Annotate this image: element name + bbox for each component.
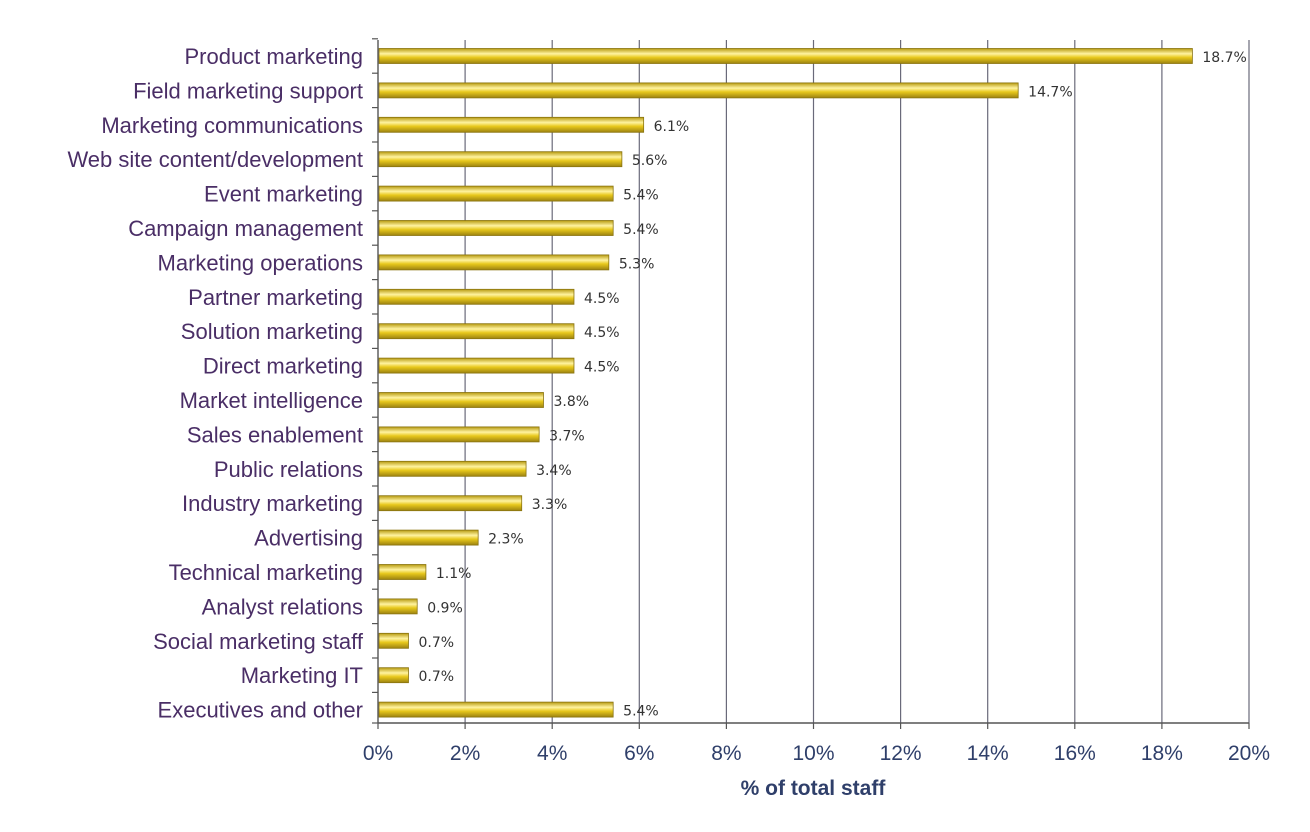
x-tick-label: 12% [880,742,922,765]
bar [378,48,1193,64]
value-label: 5.4% [623,188,659,204]
category-label: Solution marketing [181,319,363,344]
category-label: Industry marketing [182,491,363,516]
bar [378,288,575,305]
bar [378,529,479,546]
value-label: 2.3% [488,532,524,548]
value-label: 4.5% [584,291,620,307]
category-label: Event marketing [204,182,363,207]
bar [378,701,614,718]
category-label: Analyst relations [202,594,363,619]
category-label: Product marketing [184,44,363,69]
x-tick-label: 0% [363,742,393,765]
category-label: Executives and other [158,698,363,723]
value-label: 3.4% [536,463,572,479]
value-label: 0.7% [418,669,454,685]
value-label: 4.5% [584,360,620,376]
value-label: 18.7% [1202,50,1246,66]
value-label: 5.3% [619,256,655,272]
category-label: Marketing IT [241,663,363,688]
value-label: 4.5% [584,325,620,341]
value-label: 3.3% [532,497,568,513]
bar [378,151,623,168]
value-label: 3.8% [553,394,589,410]
category-label: Market intelligence [180,388,363,413]
x-tick-label: 14% [967,742,1009,765]
x-tick-label: 20% [1228,742,1270,765]
category-label: Web site content/development [67,147,363,172]
value-label: 5.4% [623,222,659,238]
bar [378,82,1019,99]
bar [378,667,409,684]
x-tick-label: 8% [711,742,741,765]
category-label: Marketing operations [158,250,363,275]
category-label: Field marketing support [133,78,363,103]
bar [378,254,610,271]
value-label: 5.4% [623,704,659,720]
category-label: Technical marketing [169,560,363,585]
category-label: Campaign management [128,216,363,241]
labels: 0% 2% 4% 6% 8% 10% 12% 14% 16% 18% 20% Product mark… [67,44,1270,765]
bar [378,495,523,512]
bar [378,426,540,443]
category-label: Social marketing staff [153,629,364,654]
value-label: 0.7% [418,635,454,651]
value-label: 14.7% [1028,84,1072,100]
gridlines [464,40,1250,723]
category-label: Advertising [254,526,363,551]
bar [378,185,614,202]
bar [378,357,575,374]
bars [378,48,1193,718]
category-label: Sales enablement [187,422,363,447]
category-label: Partner marketing [188,285,363,310]
value-label: 0.9% [427,600,463,616]
value-label: 3.7% [549,428,585,444]
bar [378,564,427,580]
bar [378,392,544,408]
bar [378,460,527,477]
x-tick-label: 16% [1054,742,1096,765]
value-label: 6.1% [654,119,690,135]
x-tick-label: 4% [537,742,567,765]
x-tick-label: 2% [450,742,480,765]
bar [378,220,614,236]
x-axis-title: % of total staff [741,777,887,800]
x-tick-label: 10% [792,742,834,765]
value-label: 5.6% [632,153,668,169]
category-label: Direct marketing [203,354,363,379]
category-label: Public relations [214,457,363,482]
x-tick-label: 18% [1141,742,1183,765]
value-label: 1.1% [436,566,472,582]
category-label: Marketing communications [101,113,363,138]
bar [378,323,575,340]
bar [378,116,645,133]
x-tick-label: 6% [624,742,654,765]
bar [378,632,409,649]
bar [378,598,418,615]
axes [372,38,1250,729]
